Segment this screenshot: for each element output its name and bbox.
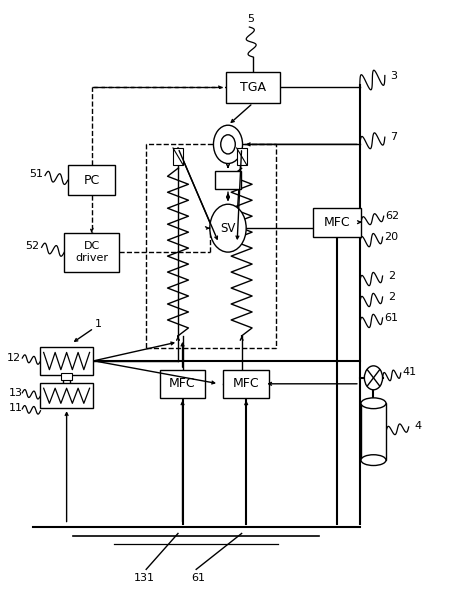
Text: SV: SV <box>220 221 235 235</box>
Text: 5: 5 <box>247 14 254 24</box>
Text: PC: PC <box>83 174 100 187</box>
Text: 61: 61 <box>191 574 205 583</box>
Text: 2: 2 <box>387 271 394 281</box>
Bar <box>64 233 119 272</box>
Ellipse shape <box>360 455 385 466</box>
Text: 20: 20 <box>384 232 398 242</box>
Bar <box>360 403 385 460</box>
Text: 52: 52 <box>25 241 40 251</box>
Circle shape <box>213 125 242 164</box>
Ellipse shape <box>360 398 385 409</box>
Text: TGA: TGA <box>239 81 265 94</box>
Bar <box>146 145 275 348</box>
Bar <box>236 148 246 165</box>
Bar <box>68 166 115 195</box>
Circle shape <box>220 135 235 154</box>
Text: 4: 4 <box>413 421 420 431</box>
Text: 13: 13 <box>9 388 22 398</box>
Text: 61: 61 <box>384 313 398 323</box>
Text: 131: 131 <box>133 574 154 583</box>
Text: 51: 51 <box>29 169 43 179</box>
Text: 41: 41 <box>402 367 416 377</box>
Text: MFC: MFC <box>323 215 349 229</box>
Bar <box>225 72 280 103</box>
Bar <box>40 383 92 409</box>
Bar <box>61 373 72 380</box>
Text: 12: 12 <box>7 353 21 363</box>
Text: 7: 7 <box>389 132 397 142</box>
Text: MFC: MFC <box>233 377 259 391</box>
Circle shape <box>364 366 382 390</box>
Bar <box>159 370 205 398</box>
Text: 2: 2 <box>387 292 394 302</box>
Text: 62: 62 <box>385 211 399 221</box>
Text: 1: 1 <box>95 319 102 329</box>
Text: 3: 3 <box>389 71 397 80</box>
Bar <box>215 171 240 189</box>
Text: MFC: MFC <box>169 377 195 391</box>
Circle shape <box>209 204 246 252</box>
Bar <box>223 370 268 398</box>
Bar <box>313 208 360 236</box>
Text: 11: 11 <box>9 403 22 413</box>
Bar <box>40 347 92 376</box>
Bar <box>172 148 182 165</box>
Text: DC
driver: DC driver <box>75 241 108 263</box>
